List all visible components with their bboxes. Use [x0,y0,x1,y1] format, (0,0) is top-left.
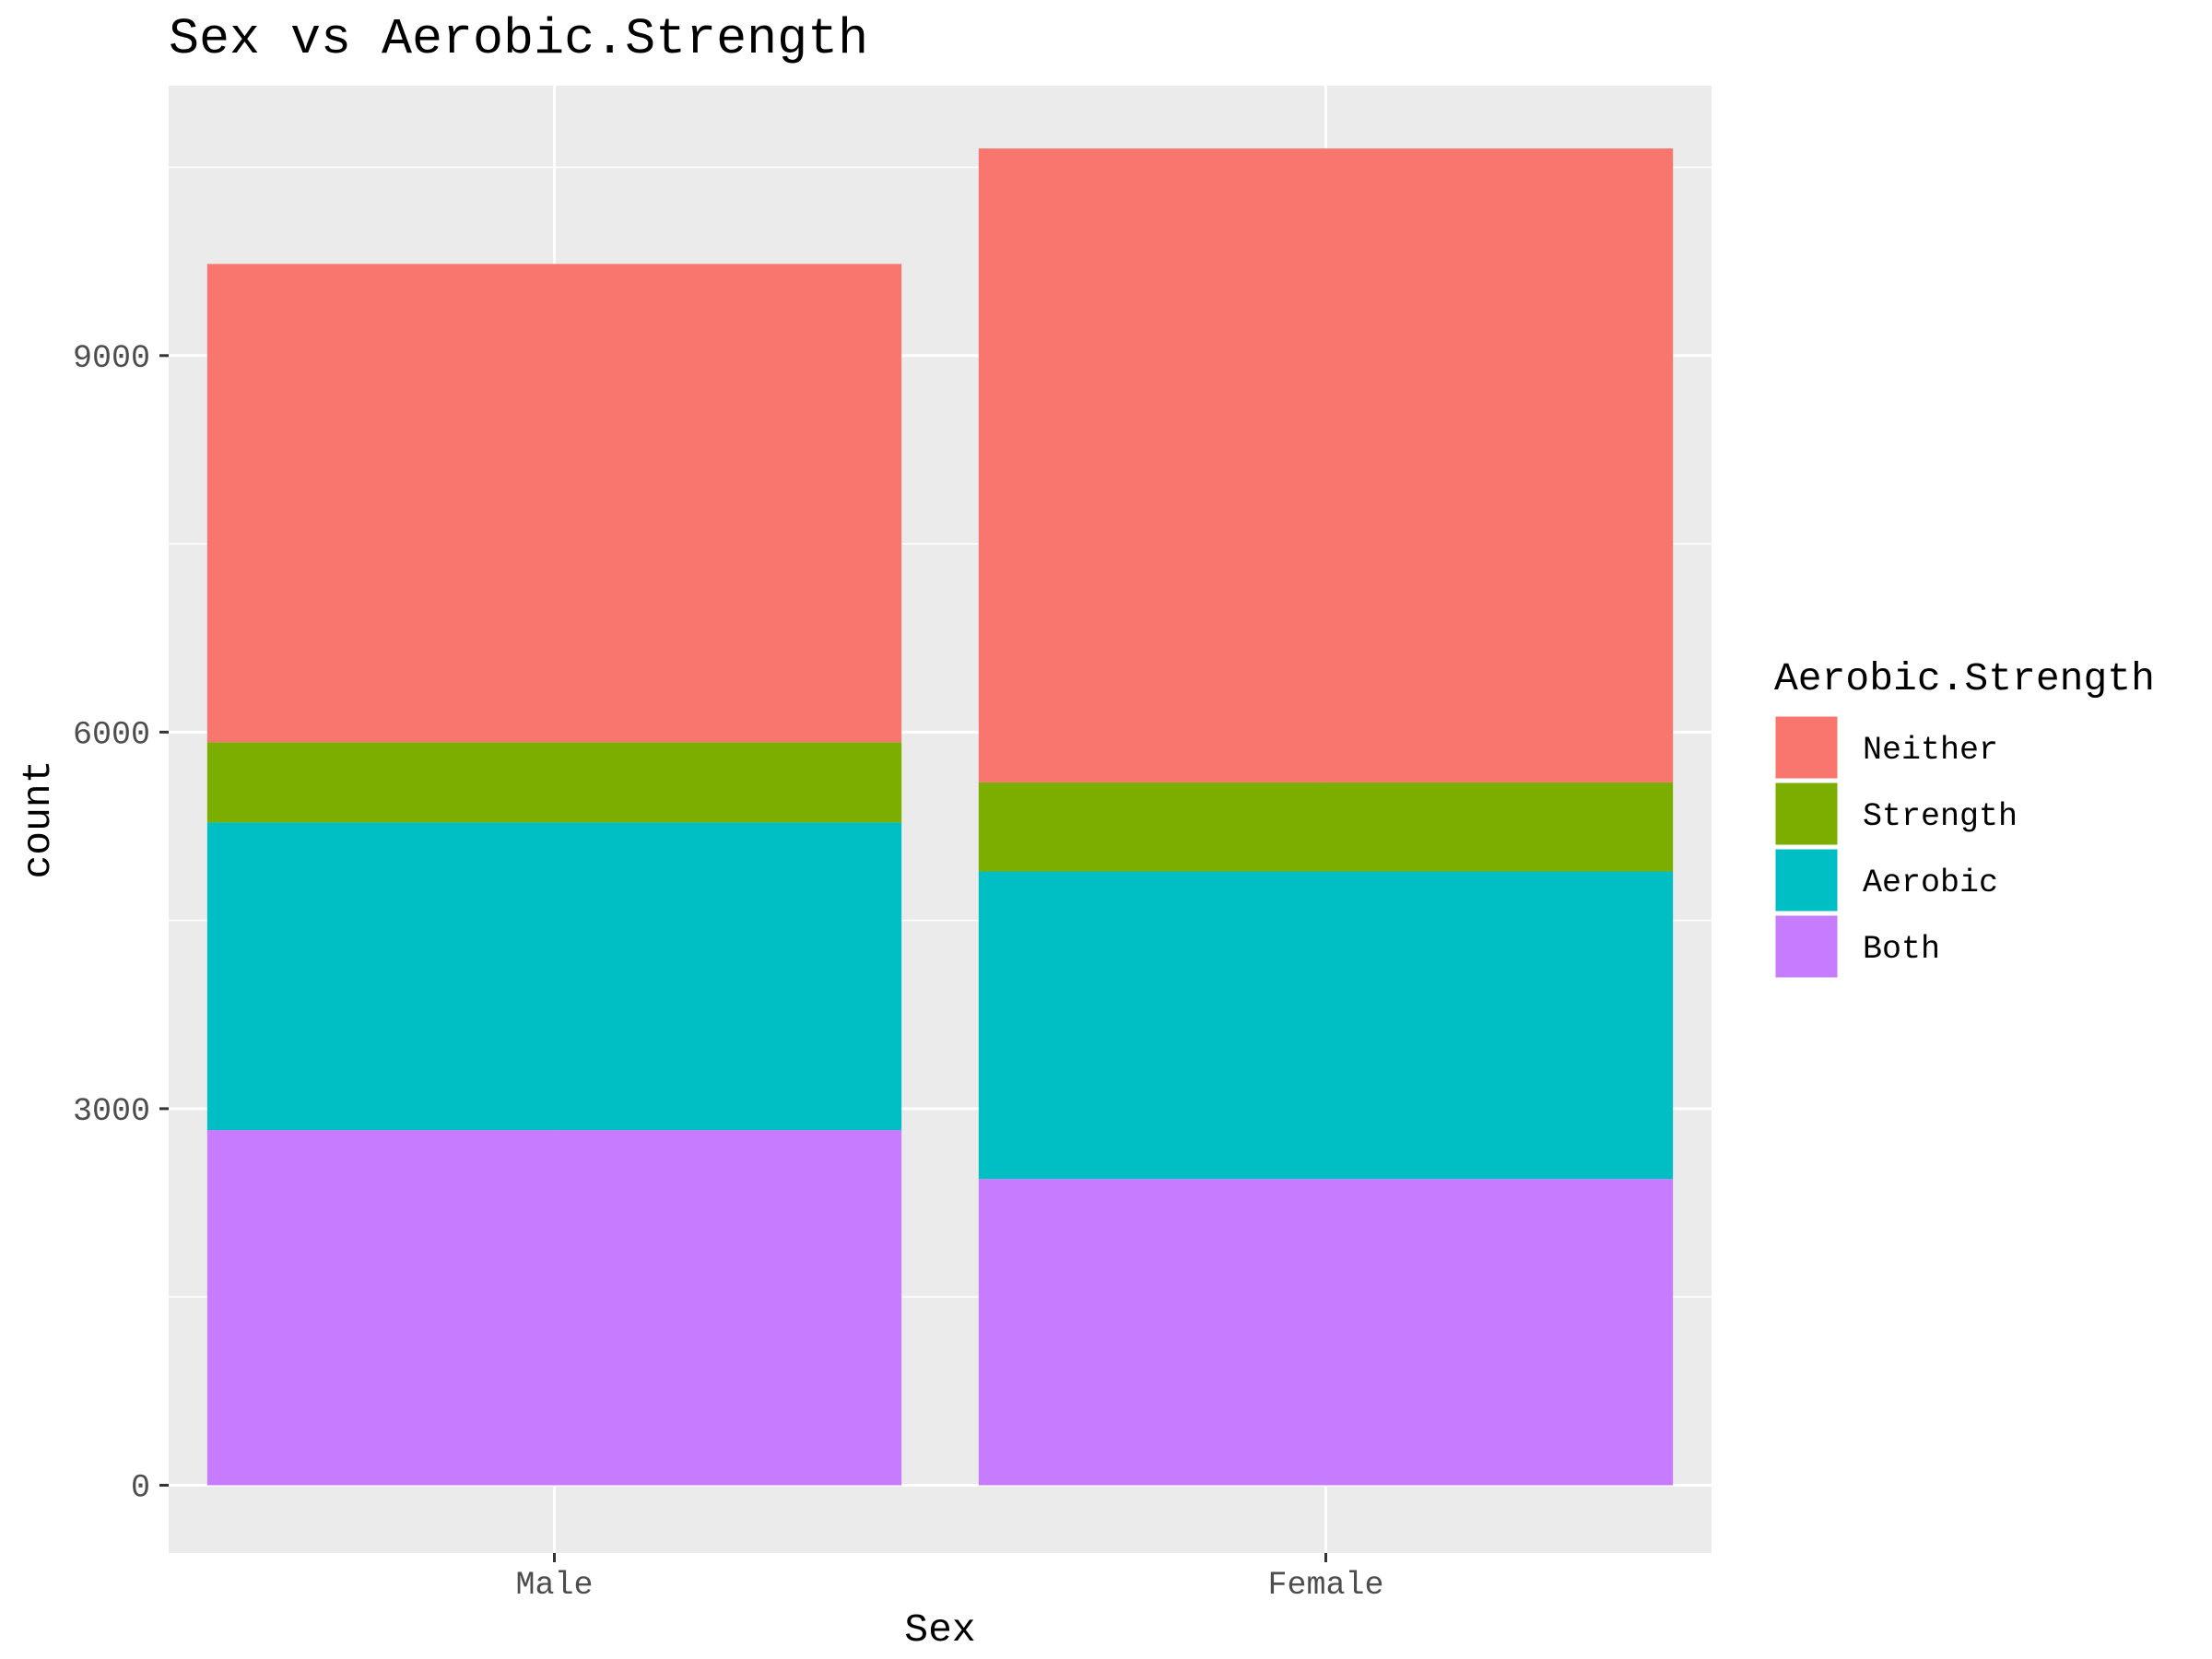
legend-title: Aerobic.Strength [1774,656,2155,701]
legend-key-neither [1772,713,1841,782]
bar-segment-strength [978,782,1674,872]
legend-label-neither: Neither [1863,732,1998,769]
x-tick-label: Male [515,1567,593,1604]
bar-segment-aerobic [206,822,902,1131]
legend-label-strength: Strength [1863,798,2018,835]
bar-segment-neither [978,148,1674,782]
y-tick-label: 6000 [73,716,150,753]
legend: Aerobic.Strength Neither Strength Aerobic B… [1772,656,2155,981]
bar-segment-strength [206,742,902,823]
x-axis-title: Sex [904,1607,975,1653]
legend-label-aerobic: Aerobic [1863,865,1998,901]
legend-key-both [1772,912,1841,981]
y-axis-title: count [16,759,61,878]
bar-segment-both [978,1179,1674,1486]
legend-key-aerobic [1772,846,1841,914]
y-tick-label: 0 [131,1469,150,1506]
y-tick-label: 9000 [73,340,150,377]
legend-label-both: Both [1863,931,1940,968]
bar-segment-both [206,1130,902,1486]
bar-segment-neither [206,264,902,743]
chart-title: Sex vs Aerobic.Strength [169,10,868,68]
bar-segment-aerobic [978,871,1674,1180]
x-tick-label: Female [1267,1567,1383,1604]
legend-key-strength [1772,780,1841,848]
x-axis: Male Female [515,1553,1384,1604]
y-tick-label: 3000 [73,1093,150,1130]
bar-segments [206,148,1674,1486]
y-axis: 0 3000 6000 9000 [73,340,169,1506]
